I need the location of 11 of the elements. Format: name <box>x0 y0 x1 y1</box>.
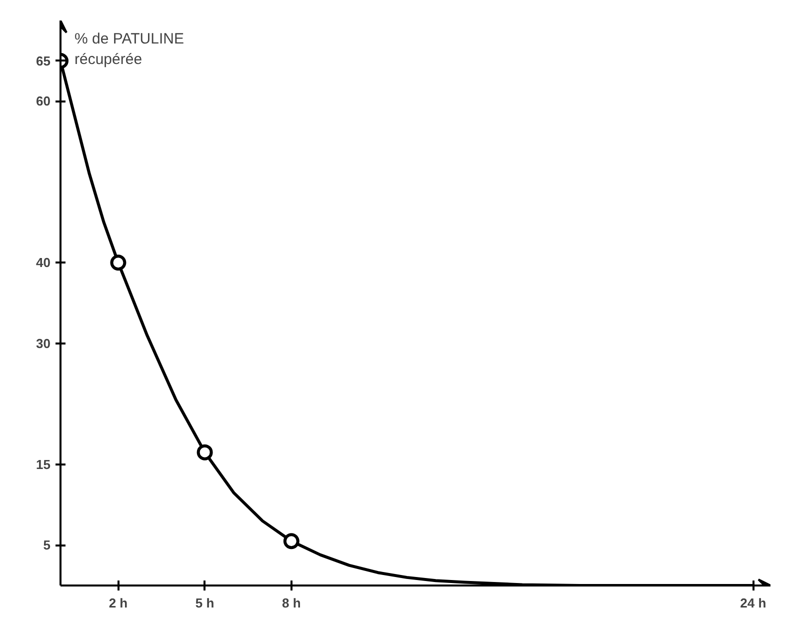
y-tick-label: 15 <box>36 456 51 472</box>
x-tick-label: 8 h <box>282 596 301 610</box>
x-tick-label: 5 h <box>195 596 214 610</box>
y-tick-label: 60 <box>36 94 51 109</box>
y-tick-label: 5 <box>43 538 51 553</box>
y-axis-title: % de PATULINE récupérée <box>74 30 184 68</box>
y-tick-label: 40 <box>36 255 51 270</box>
y-tick-label: 65 <box>36 53 51 68</box>
y-tick-label: 30 <box>36 336 51 351</box>
x-tick-label: 2 h <box>108 596 128 610</box>
x-tick-label: 24 h <box>740 596 766 610</box>
